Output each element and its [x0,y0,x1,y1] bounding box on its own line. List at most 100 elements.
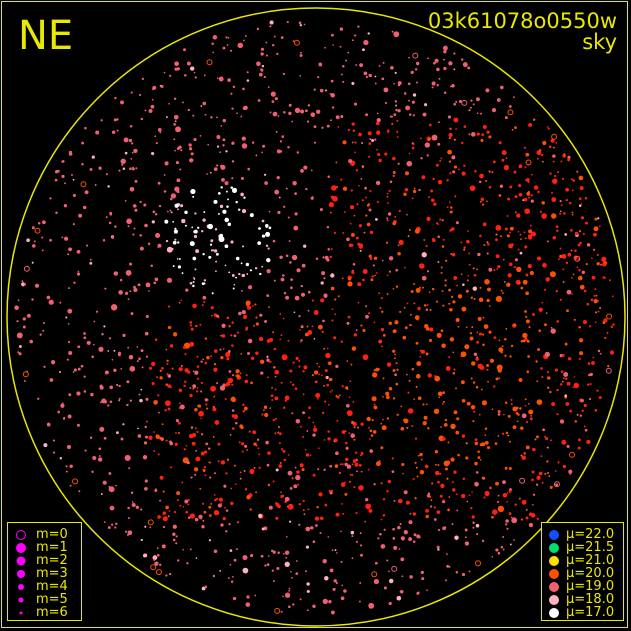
star-point [128,355,134,360]
star-point [577,275,583,281]
star-point [225,382,230,387]
star-point [178,301,181,304]
star-point [254,594,257,597]
star-point [204,337,208,340]
star-point [590,298,594,302]
star-point [313,125,317,129]
star-point [467,274,470,277]
star-point [312,433,316,437]
star-point [271,399,274,401]
star-point [412,512,417,516]
star-point [397,81,402,86]
star-point [451,523,454,525]
star-point [455,387,457,390]
star-point [477,450,480,453]
star-point [504,466,508,470]
star-point [493,385,496,388]
star-point [470,296,473,299]
star-point [196,355,199,358]
star-point [204,398,208,402]
star-point [547,371,549,374]
star-point [272,239,276,243]
star-point [363,270,367,274]
star-point [506,234,510,238]
star-point [428,196,430,198]
star-point [252,141,255,144]
star-point [196,377,199,380]
star-point [180,149,183,152]
star-point [298,359,301,362]
star-point [341,584,344,587]
star-point [212,407,217,412]
star-point [596,389,599,392]
star-point [547,386,550,389]
star-point [344,430,347,432]
star-point [323,439,326,441]
star-point [288,587,291,590]
star-point [329,391,332,393]
star-point [155,434,159,437]
star-point [201,586,206,591]
star-point [208,255,212,259]
star-point [301,468,305,472]
star-point [476,132,480,136]
star-point [380,482,383,485]
star-point [59,301,62,304]
star-point [485,179,488,182]
star-point [217,442,221,446]
star-point [518,164,523,169]
star-point [445,366,451,371]
star-point [202,252,205,256]
star-point [103,325,106,328]
star-point [583,289,587,293]
star-point [498,339,501,342]
star-point [257,99,261,102]
star-point [395,268,399,272]
star-point [267,376,269,379]
star-point [342,65,345,68]
star-point [200,360,203,363]
star-point [216,164,219,167]
star-point [369,429,373,433]
star-point [346,464,351,469]
star-point [559,254,563,259]
orientation-label: NE [18,13,74,59]
star-point [134,208,138,212]
star-point [84,126,87,130]
star-point [14,305,19,310]
star-point [351,270,355,274]
star-point [507,434,510,437]
star-point [132,233,135,236]
star-point [59,371,61,373]
star-point [103,521,106,523]
star-point [449,172,452,175]
star-point [462,477,466,480]
star-point [222,144,225,147]
star-point [394,100,397,103]
star-point [127,517,130,520]
star-point [260,52,264,56]
star-point [344,492,348,496]
star-point [535,360,538,363]
star-point [437,142,441,146]
star-point [520,340,524,343]
star-point [411,146,415,150]
star-point [128,138,133,143]
star-point [355,64,358,66]
star-point [402,472,404,475]
star-point [265,244,269,247]
star-point [313,425,316,428]
star-point [508,262,513,267]
star-point [382,514,386,517]
star-point [243,196,246,199]
star-point [241,289,243,292]
star-point [172,532,176,536]
star-point [129,186,135,192]
star-point [514,195,518,199]
star-point [355,236,359,240]
star-point [202,218,206,222]
star-point [72,223,75,226]
star-point [276,149,281,154]
star-point [525,509,528,511]
star-point [460,380,465,385]
